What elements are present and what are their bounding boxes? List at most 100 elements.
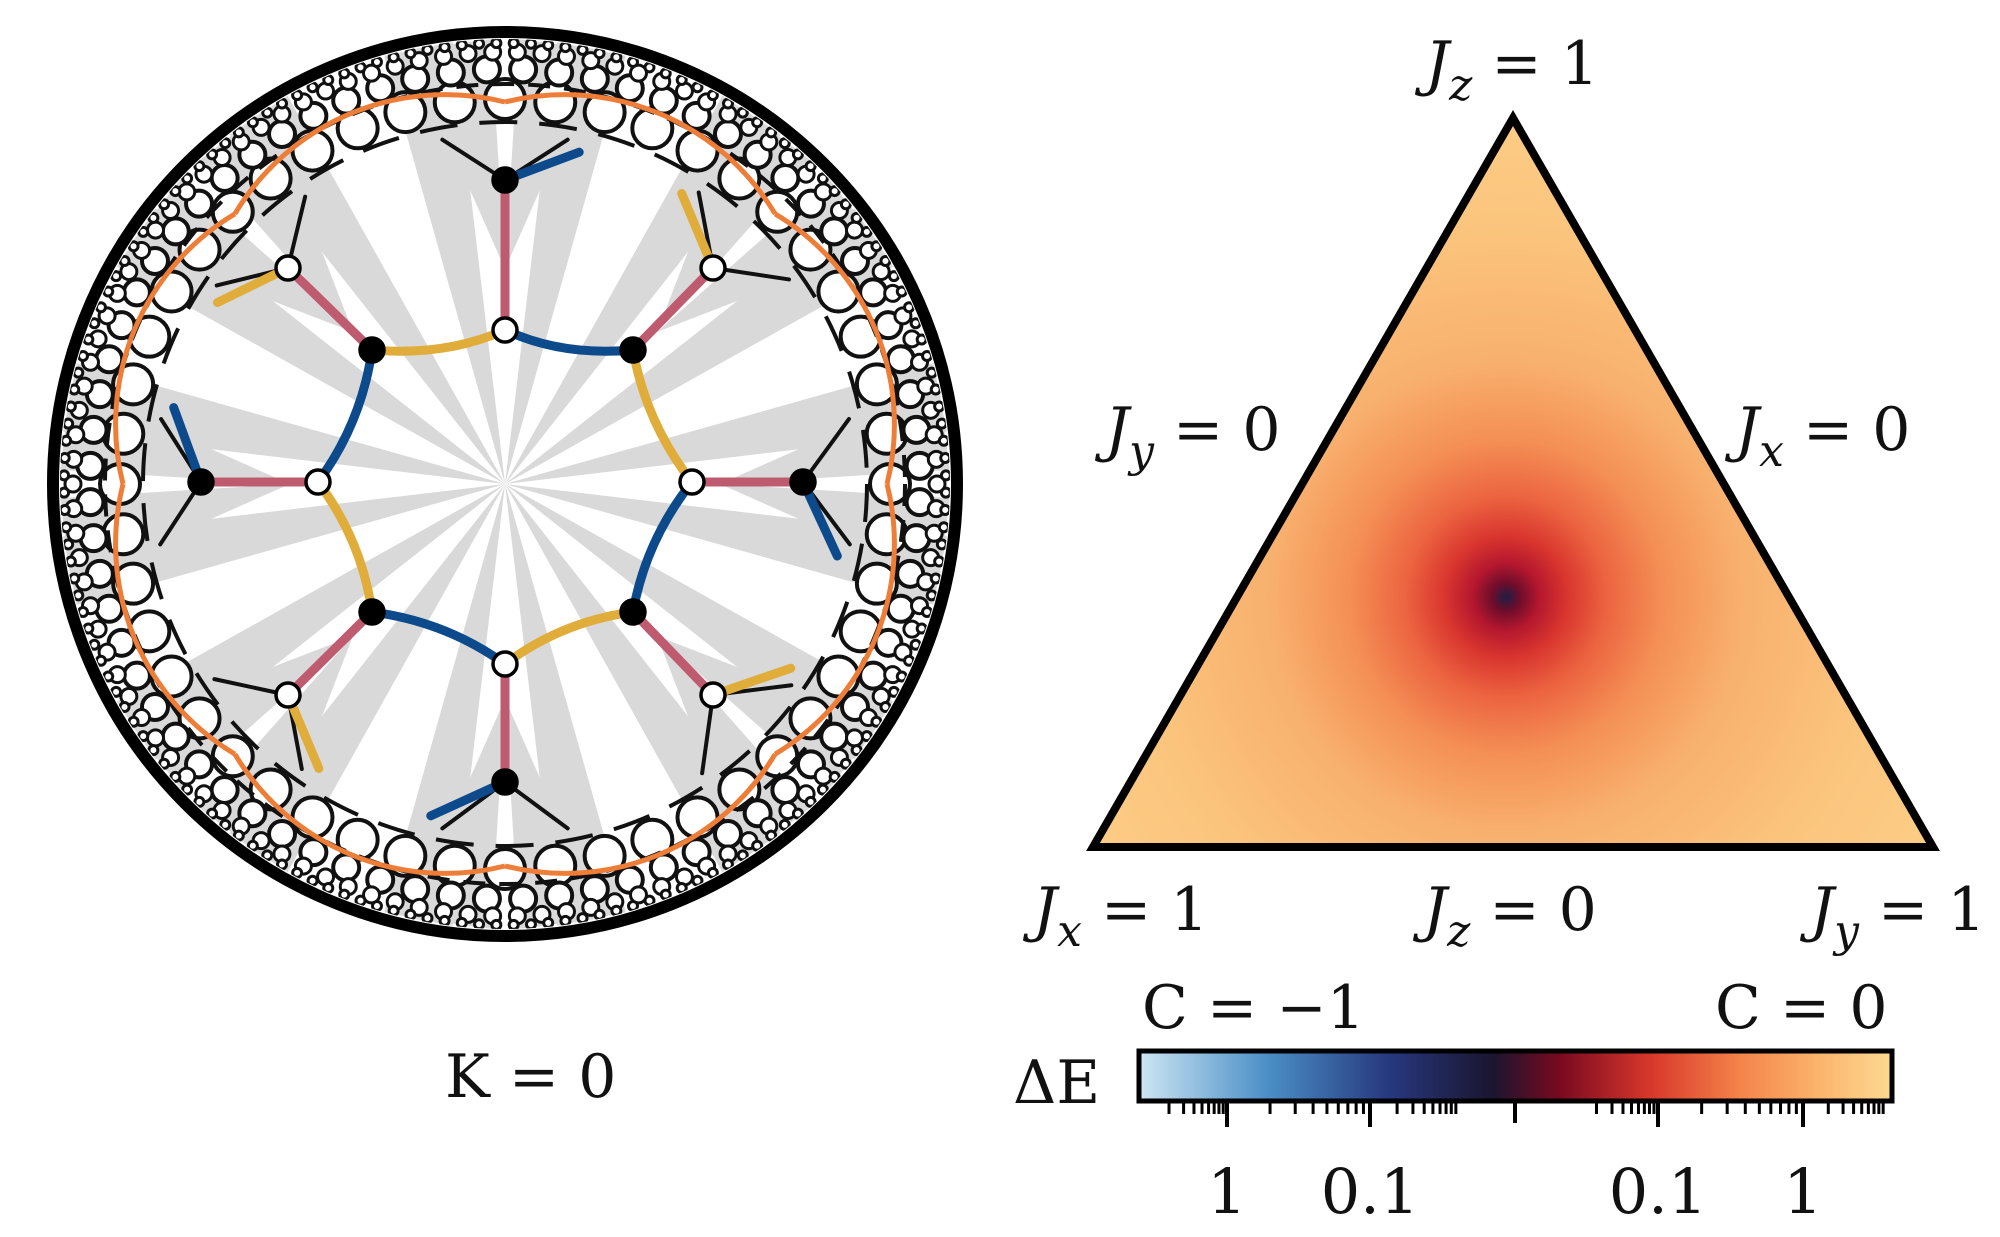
- outer-cell: [593, 908, 606, 921]
- outer-cell: [68, 572, 81, 585]
- outer-cell: [524, 918, 537, 929]
- outer-cell: [362, 885, 382, 905]
- outer-cell: [72, 366, 85, 379]
- outer-cell: [935, 417, 948, 430]
- outer-cell: [232, 829, 245, 842]
- outer-cell: [60, 452, 71, 465]
- x-bond: [628, 607, 718, 700]
- colorbar-left-title: C = −1: [1142, 973, 1365, 1043]
- outer-cell: [627, 900, 640, 913]
- outer-cell: [925, 366, 938, 379]
- shaded-wedge: [505, 484, 626, 926]
- outer-cell: [62, 417, 75, 430]
- outer-cell: [937, 434, 950, 447]
- shaded-wedge: [657, 636, 881, 789]
- label-right-edge: Jx = 0: [1724, 395, 1910, 477]
- outer-cell: [60, 486, 71, 499]
- plaquette-arc: [773, 211, 897, 485]
- outer-cell: [610, 904, 623, 917]
- outer-cell: [400, 63, 431, 94]
- outer-cell: [169, 770, 182, 783]
- outer-cell: [490, 918, 503, 929]
- outer-cell: [791, 148, 804, 161]
- outer-cell: [291, 89, 304, 102]
- outer-cell: [206, 148, 219, 161]
- label-bottom-mid: Jz = 0: [1412, 875, 1597, 957]
- site-white: [274, 681, 302, 709]
- outer-cell: [559, 914, 572, 927]
- outer-cell: [921, 606, 934, 619]
- outer-cell: [181, 172, 194, 185]
- outer-cell: [816, 172, 829, 185]
- outer-cell: [887, 685, 900, 698]
- site-white: [678, 468, 706, 496]
- outer-cell: [929, 572, 942, 585]
- colorbar-tick-label: 1: [1207, 1155, 1246, 1228]
- site-black: [619, 598, 647, 626]
- outer-cell: [246, 116, 259, 129]
- shaded-wedge: [63, 484, 506, 605]
- outer-cell: [939, 452, 950, 465]
- outer-cell: [181, 783, 194, 796]
- outer-cell: [64, 400, 77, 413]
- outer-cell: [937, 521, 950, 534]
- outer-cell: [316, 81, 336, 101]
- outer-cell: [158, 198, 171, 211]
- plaquette-arc: [773, 483, 897, 757]
- z-bond: [500, 325, 638, 356]
- plaquette-arc: [113, 211, 237, 485]
- outer-cell: [559, 41, 572, 54]
- outer-cell: [473, 39, 486, 50]
- outer-cell: [60, 521, 73, 534]
- outer-cell: [712, 819, 743, 850]
- outer-cell: [118, 255, 131, 268]
- outer-cell: [147, 211, 160, 224]
- z-bond: [367, 607, 510, 669]
- colorbar-label: ΔE: [1013, 1048, 1100, 1118]
- site-white: [491, 316, 519, 344]
- shaded-wedge: [200, 636, 353, 860]
- outer-cell: [844, 220, 864, 240]
- outer-cell: [901, 414, 932, 445]
- shaded-wedge: [657, 179, 881, 332]
- plaquette-arcs: [113, 92, 897, 876]
- outer-cell: [490, 39, 503, 50]
- outer-cell: [924, 523, 944, 543]
- label-top: Jz = 1: [1414, 29, 1599, 111]
- outer-cell: [137, 730, 150, 743]
- shaded-wedge: [657, 108, 810, 332]
- outer-cell: [879, 700, 892, 713]
- outer-cell: [839, 198, 852, 211]
- outer-cell: [438, 41, 451, 54]
- shaded-wedge: [384, 42, 505, 485]
- outer-cell: [935, 538, 948, 551]
- outer-cell: [576, 43, 589, 56]
- colorbar-tick-labels: 1 0.1 0.1 1: [1207, 1155, 1822, 1228]
- outer-cell: [387, 51, 400, 64]
- outer-cell: [933, 555, 946, 568]
- outer-cell: [421, 912, 434, 925]
- outer-cell: [870, 240, 883, 253]
- outer-cell: [507, 39, 520, 50]
- outer-cell: [76, 606, 89, 619]
- outer-cell: [72, 589, 85, 602]
- site-white: [304, 468, 332, 496]
- y-bond: [500, 607, 638, 669]
- outer-cell: [819, 721, 850, 752]
- outer-cell: [816, 783, 829, 796]
- label-bottom-left: Jx = 1: [1022, 875, 1208, 957]
- outer-cell: [828, 185, 841, 198]
- outer-cell: [507, 918, 520, 929]
- site-black: [491, 768, 519, 796]
- shaded-wedge: [505, 484, 947, 605]
- outer-cell: [290, 128, 335, 173]
- outer-cell: [721, 97, 734, 110]
- lattice-sites: [187, 166, 817, 796]
- shaded-wedge: [505, 42, 626, 485]
- outer-cell: [839, 757, 852, 770]
- site-black: [789, 468, 817, 496]
- outer-cell: [844, 728, 864, 748]
- outer-cell: [276, 97, 289, 110]
- outer-cell: [921, 349, 934, 362]
